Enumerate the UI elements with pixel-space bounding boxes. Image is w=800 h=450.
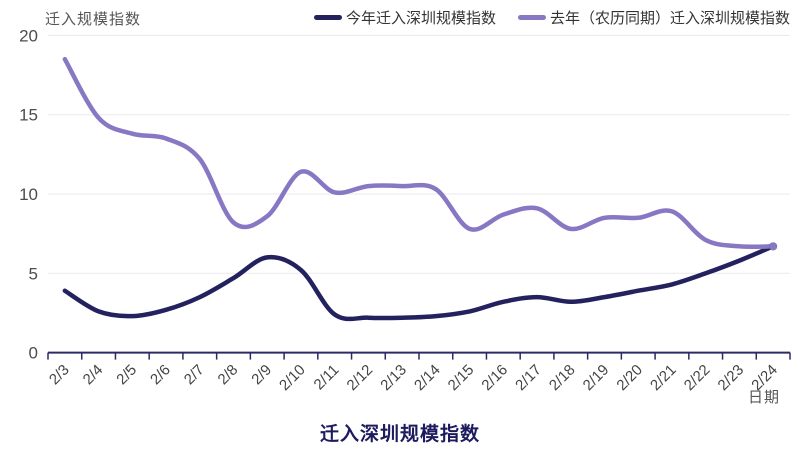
x-tick-label: 2/12 bbox=[344, 361, 377, 394]
legend-item-this-year[interactable]: 今年迁入深圳规模指数 bbox=[313, 7, 496, 28]
chart-title: 迁入深圳规模指数 bbox=[319, 424, 480, 445]
x-tick-label: 2/4 bbox=[80, 361, 107, 388]
x-axis-title: 日期 bbox=[747, 389, 780, 406]
x-tick-label: 2/6 bbox=[147, 361, 174, 388]
x-tick-label: 2/16 bbox=[478, 361, 511, 394]
x-tick-label: 2/17 bbox=[512, 361, 545, 394]
series-end-dot-1 bbox=[769, 242, 778, 251]
x-tick-label: 2/8 bbox=[215, 361, 242, 388]
y-tick-label: 10 bbox=[19, 185, 38, 204]
y-tick-label: 0 bbox=[29, 344, 38, 363]
y-tick-label: 20 bbox=[19, 26, 38, 45]
x-tick-label: 2/22 bbox=[681, 361, 714, 394]
x-tick-label: 2/18 bbox=[546, 361, 579, 394]
x-tick-label: 2/13 bbox=[377, 361, 410, 394]
x-tick-label: 2/10 bbox=[276, 361, 309, 394]
series-line-0 bbox=[62, 244, 776, 322]
x-tick-label: 2/7 bbox=[181, 361, 208, 388]
x-tick-label: 2/9 bbox=[248, 361, 275, 388]
x-tick-label: 2/11 bbox=[311, 361, 343, 393]
y-tick-label: 5 bbox=[29, 264, 38, 283]
x-tick-label: 2/21 bbox=[647, 361, 680, 394]
legend-line-swatch-this-year bbox=[313, 15, 342, 20]
x-tick-label: 2/15 bbox=[445, 361, 478, 394]
legend-label-this-year: 今年迁入深圳规模指数 bbox=[345, 10, 496, 27]
y-tick-label: 15 bbox=[19, 106, 38, 125]
x-tick-label: 2/5 bbox=[113, 361, 140, 388]
x-tick-label: 2/14 bbox=[411, 361, 444, 394]
series-line-1 bbox=[62, 56, 776, 250]
y-axis-title: 迁入规模指数 bbox=[45, 11, 142, 28]
legend-line-swatch-last-year bbox=[517, 15, 546, 20]
legend-item-last-year[interactable]: 去年（农历同期）迁入深圳规模指数 bbox=[517, 7, 790, 28]
x-tick-label: 2/19 bbox=[580, 361, 613, 394]
legend-label-last-year: 去年（农历同期）迁入深圳规模指数 bbox=[549, 10, 790, 27]
legend: 今年迁入深圳规模指数 去年（农历同期）迁入深圳规模指数 bbox=[313, 7, 790, 28]
x-tick-label: 2/20 bbox=[613, 361, 646, 394]
x-tick-label: 2/3 bbox=[46, 361, 73, 388]
x-tick-label: 2/23 bbox=[715, 361, 748, 394]
